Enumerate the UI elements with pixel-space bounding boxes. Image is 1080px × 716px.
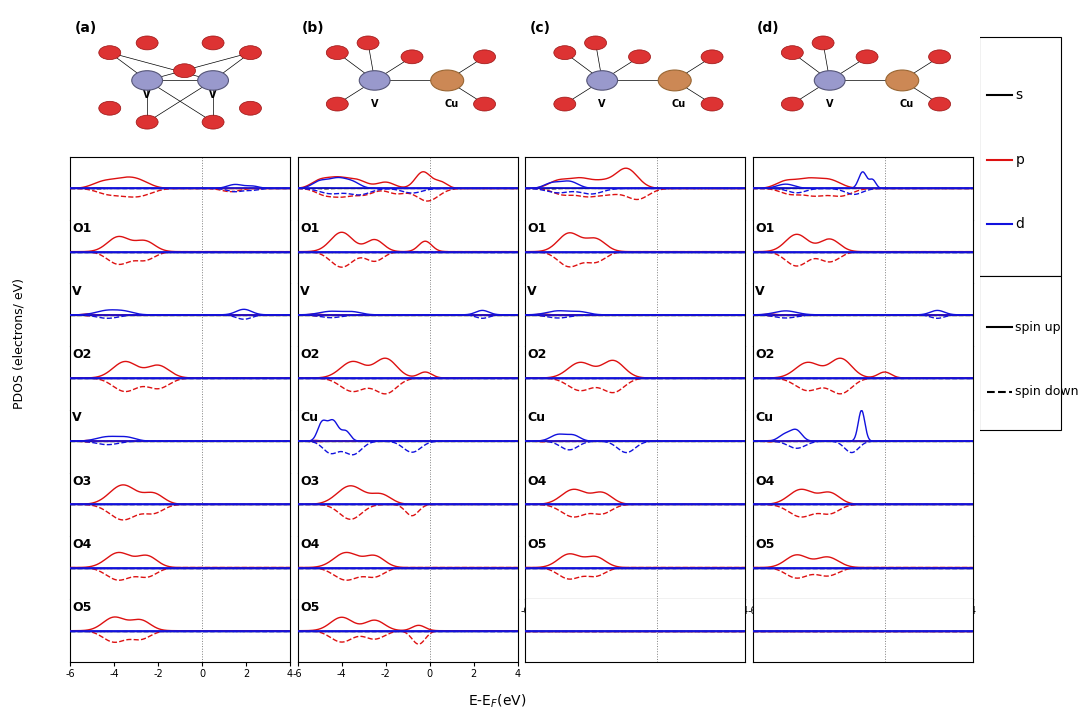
Text: V: V [527,285,537,298]
Text: V: V [300,285,310,298]
Circle shape [240,46,261,59]
Text: PDOS (electrons/ eV): PDOS (electrons/ eV) [13,279,26,409]
Text: V: V [72,285,82,298]
Text: O1: O1 [300,222,320,235]
Text: O4: O4 [755,475,774,488]
Text: O1: O1 [755,222,774,235]
Text: Cu: Cu [755,412,773,425]
Text: V: V [210,90,217,100]
Circle shape [584,36,607,50]
Circle shape [240,101,261,115]
Circle shape [812,36,834,50]
Text: Cu: Cu [672,99,686,109]
Circle shape [326,97,348,111]
Text: O2: O2 [72,348,92,362]
Text: O5: O5 [300,601,320,614]
Circle shape [629,50,650,64]
Text: O3: O3 [300,475,320,488]
Text: (a): (a) [75,21,97,34]
Text: V: V [755,285,765,298]
Circle shape [781,46,804,59]
Circle shape [701,97,724,111]
Circle shape [431,70,463,91]
Text: p: p [1015,153,1024,167]
FancyBboxPatch shape [978,37,1062,276]
Circle shape [202,115,224,129]
Text: O3: O3 [72,475,92,488]
Text: spin up: spin up [1015,321,1061,334]
FancyBboxPatch shape [978,276,1062,430]
Text: (c): (c) [529,21,551,34]
Circle shape [814,71,845,90]
Circle shape [174,64,195,77]
Text: O5: O5 [755,538,774,551]
Text: O2: O2 [755,348,774,362]
Circle shape [781,97,804,111]
Circle shape [586,71,618,90]
Circle shape [98,46,121,59]
Circle shape [357,36,379,50]
Text: (d): (d) [757,21,780,34]
Text: E-E$_F$(eV): E-E$_F$(eV) [468,692,526,710]
Text: V: V [72,412,82,425]
Circle shape [929,97,950,111]
Circle shape [132,71,162,90]
Text: Cu: Cu [445,99,459,109]
Text: O2: O2 [527,348,546,362]
Text: O1: O1 [527,222,546,235]
Circle shape [136,115,158,129]
Text: O1: O1 [72,222,92,235]
Circle shape [886,70,919,91]
Circle shape [98,101,121,115]
Text: O2: O2 [300,348,320,362]
Circle shape [856,50,878,64]
Text: s: s [1015,88,1023,102]
Circle shape [136,36,158,50]
Circle shape [658,70,691,91]
Circle shape [198,71,229,90]
Circle shape [554,46,576,59]
Circle shape [401,50,423,64]
Circle shape [473,97,496,111]
Text: Cu: Cu [900,99,914,109]
Circle shape [929,50,950,64]
Text: d: d [1015,217,1024,231]
Circle shape [473,50,496,64]
Circle shape [360,71,390,90]
Text: V: V [598,99,606,109]
Text: O5: O5 [72,601,92,614]
Text: V: V [826,99,834,109]
Text: V: V [370,99,378,109]
Text: spin down: spin down [1015,385,1079,398]
Text: Cu: Cu [300,412,318,425]
Text: O4: O4 [527,475,546,488]
Circle shape [554,97,576,111]
Circle shape [202,36,224,50]
Text: Cu: Cu [527,412,545,425]
Circle shape [326,46,348,59]
Text: O4: O4 [72,538,92,551]
Text: O5: O5 [527,538,546,551]
Text: O4: O4 [300,538,320,551]
Text: (b): (b) [302,21,325,34]
Text: V: V [144,90,151,100]
Circle shape [701,50,724,64]
